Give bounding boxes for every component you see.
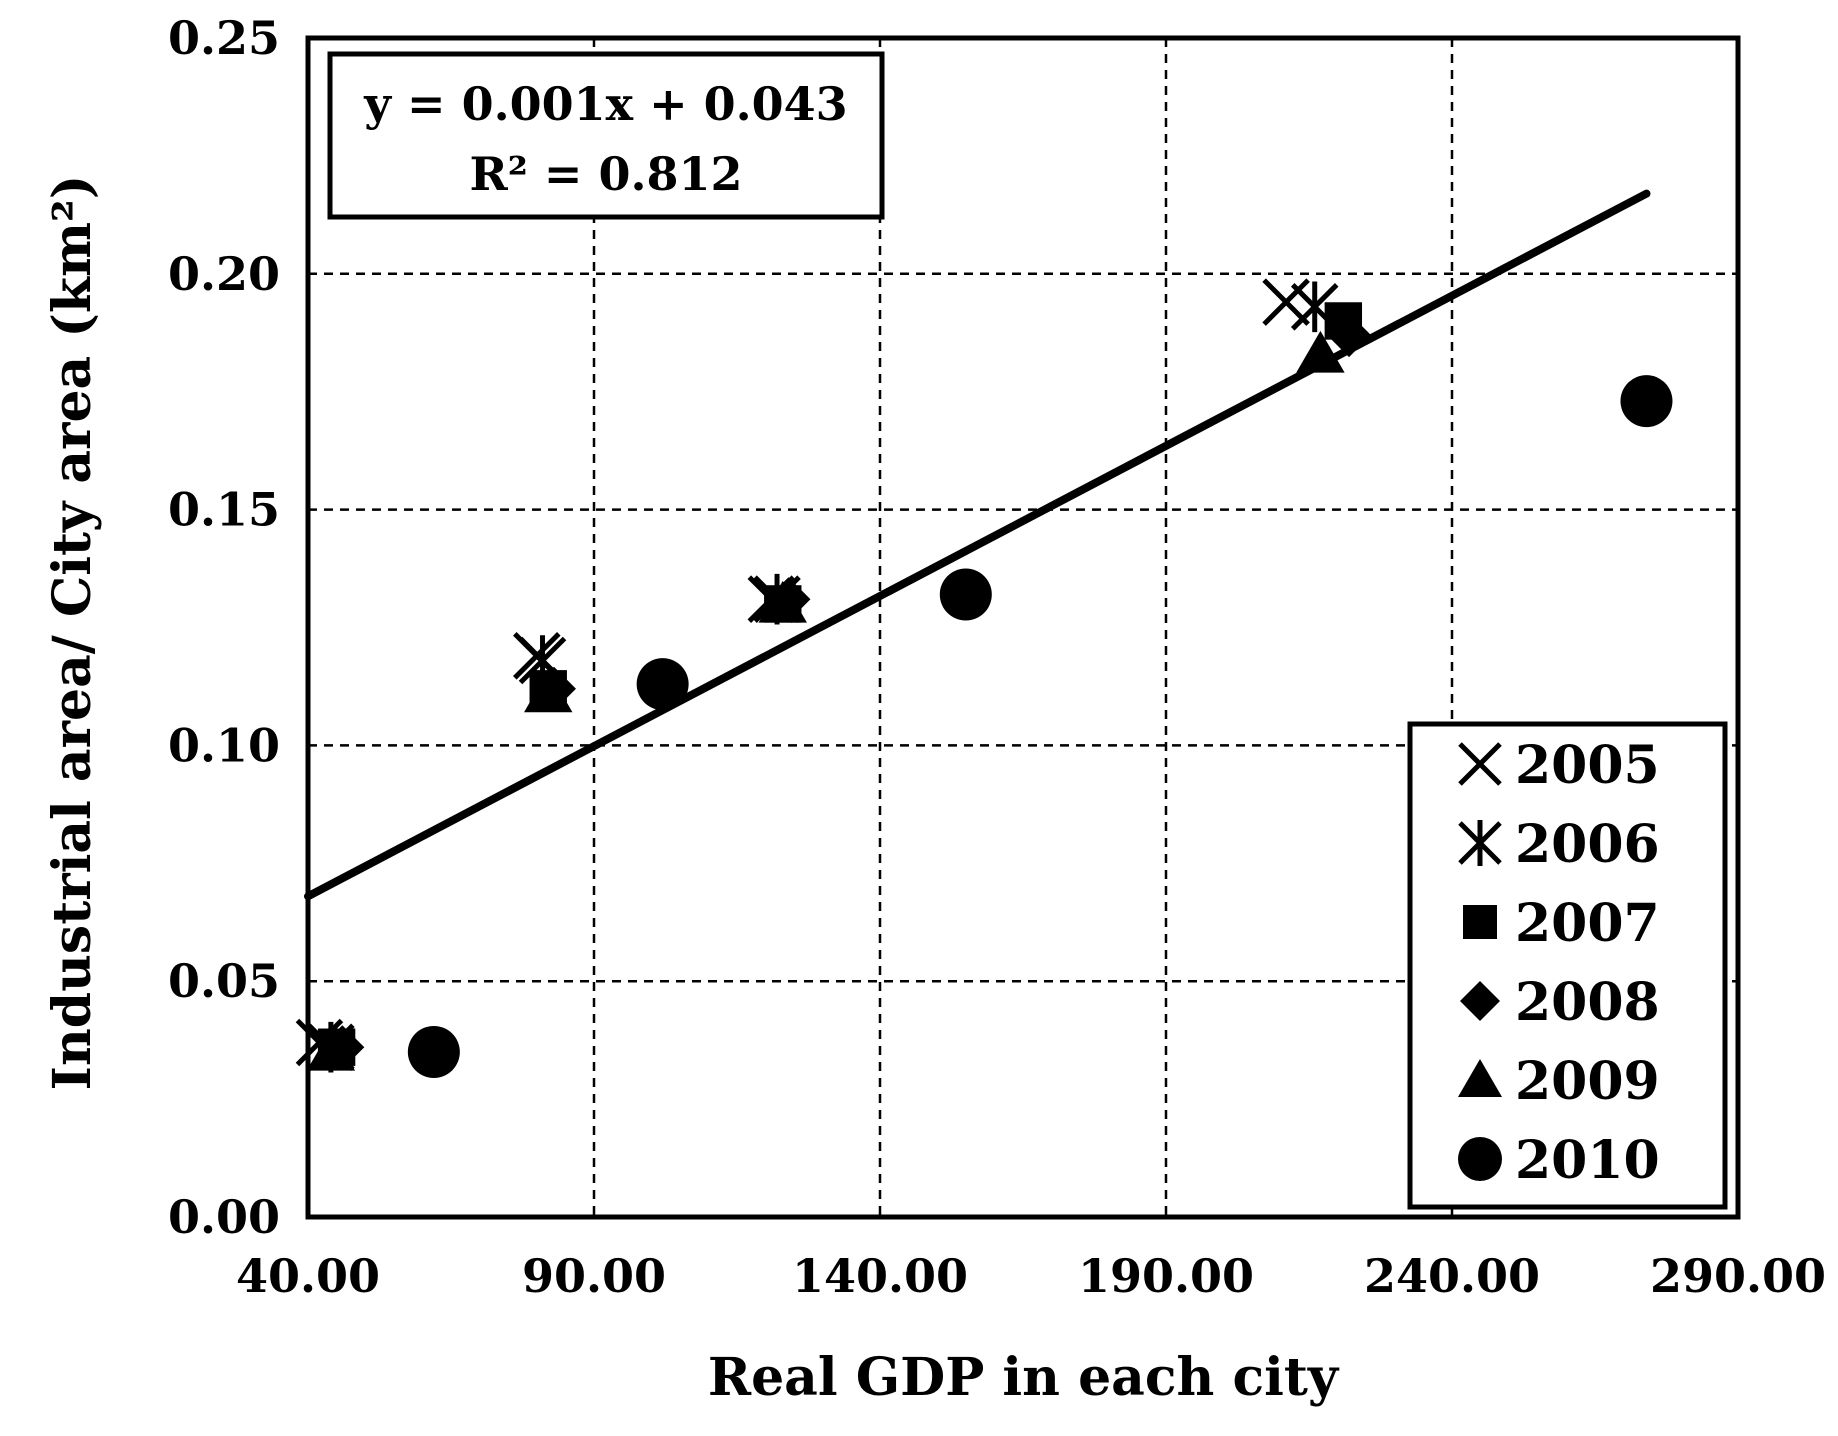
x-tick-label: 290.00	[1650, 1249, 1826, 1303]
x-tick-label: 90.00	[522, 1249, 666, 1303]
y-tick-label: 0.05	[168, 954, 280, 1008]
y-tick-label: 0.25	[168, 11, 280, 65]
legend-label-2009: 2009	[1515, 1051, 1660, 1112]
data-point-2010	[636, 658, 689, 711]
marker-shape	[1296, 330, 1345, 373]
legend-box	[1407, 721, 1728, 1210]
x-axis-title: Real GDP in each city	[708, 1347, 1340, 1408]
plot-frame	[305, 35, 1741, 1220]
legend-label-2005: 2005	[1515, 735, 1660, 796]
trendline	[304, 189, 1651, 901]
legend-marker-2010	[1458, 1137, 1502, 1181]
y-axis-title: Industrial area/ City area (km²)	[42, 175, 103, 1091]
legend-label-2008: 2008	[1515, 972, 1660, 1033]
legend-marker-2006	[1458, 820, 1502, 866]
marker-shape	[636, 658, 689, 711]
data-point-2009	[306, 1028, 356, 1071]
data-point-2009	[1296, 330, 1345, 373]
marker-shape	[306, 1028, 356, 1071]
legend-marker-2008	[1460, 981, 1500, 1021]
marker-stroke	[1262, 278, 1310, 326]
trendline-equation-box: y = 0.001x + 0.043 R² = 0.812	[327, 51, 885, 220]
marker-shape	[1460, 981, 1500, 1021]
legend-marker-2009	[1458, 1059, 1502, 1097]
trendline-equation: y = 0.001x + 0.043	[363, 77, 847, 131]
equation-box-border	[327, 51, 885, 220]
marker-shape	[758, 580, 807, 623]
legend-marker-2007	[1463, 905, 1497, 939]
data-point-2009	[524, 670, 573, 713]
marker-shape	[1463, 905, 1497, 939]
y-tick-label: 0.10	[168, 718, 280, 772]
y-tick-label: 0.15	[168, 483, 280, 537]
legend-label-2007: 2007	[1515, 893, 1660, 954]
marker-shape	[1458, 1059, 1502, 1097]
data-point-2005	[1262, 278, 1310, 326]
x-tick-labels: 40.00 90.00 140.00 190.00 240.00 290.00	[236, 1249, 1826, 1303]
marker-shape	[524, 670, 573, 713]
x-tick-label: 190.00	[1078, 1249, 1254, 1303]
x-tick-label: 240.00	[1364, 1249, 1540, 1303]
y-tick-label: 0.00	[168, 1190, 280, 1244]
y-tick-labels: 0.00 0.05 0.10 0.15 0.20 0.25	[168, 11, 280, 1244]
marker-shape	[407, 1025, 460, 1078]
marker-shape	[1620, 375, 1673, 428]
marker-shape	[1327, 313, 1372, 358]
y-tick-label: 0.20	[168, 247, 280, 301]
legend: 2005 2006 2007 2008 2009 2010	[1407, 721, 1728, 1210]
data-points	[295, 278, 1673, 1078]
data-point-2010	[939, 568, 992, 621]
marker-stroke	[1458, 742, 1502, 786]
trendline-r-squared: R² = 0.812	[470, 147, 743, 201]
x-tick-label: 140.00	[792, 1249, 968, 1303]
data-point-2010	[407, 1025, 460, 1078]
legend-label-2010: 2010	[1515, 1130, 1660, 1191]
data-point-2008	[1327, 313, 1372, 358]
trendline-group	[304, 189, 1651, 901]
x-tick-label: 40.00	[236, 1249, 380, 1303]
legend-marker-2005	[1458, 742, 1502, 786]
marker-shape	[939, 568, 992, 621]
marker-shape	[1458, 1137, 1502, 1181]
legend-label-2006: 2006	[1515, 814, 1660, 875]
data-point-2009	[758, 580, 807, 623]
data-point-2010	[1620, 375, 1673, 428]
